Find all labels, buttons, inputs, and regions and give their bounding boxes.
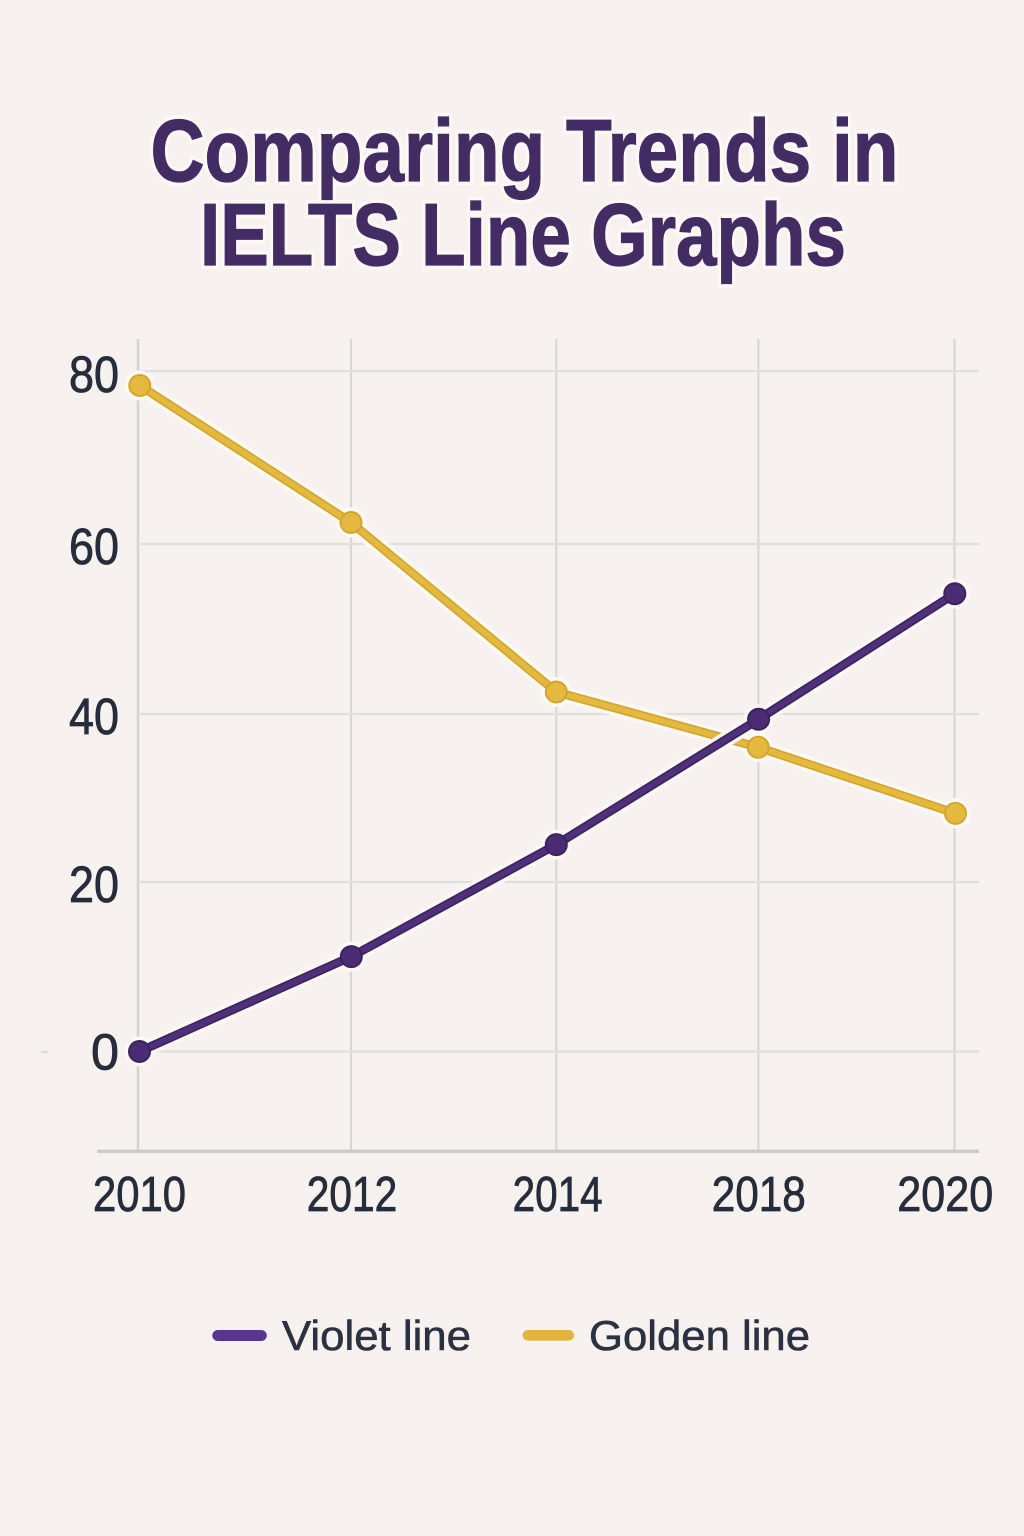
svg-text:80: 80: [69, 346, 119, 403]
svg-text:60: 60: [69, 518, 119, 575]
svg-text:IELTS Line Graphs: IELTS Line Graphs: [200, 185, 846, 284]
svg-text:2020: 2020: [897, 1168, 993, 1222]
svg-text:Violet line: Violet line: [282, 1312, 471, 1359]
svg-text:2012: 2012: [307, 1168, 398, 1222]
svg-text:2014: 2014: [513, 1168, 603, 1222]
svg-text:0: 0: [91, 1024, 119, 1081]
svg-text:Golden line: Golden line: [589, 1312, 810, 1359]
svg-text:2010: 2010: [93, 1168, 186, 1222]
svg-text:Comparing Trends in: Comparing Trends in: [151, 101, 899, 200]
svg-text:2018: 2018: [712, 1168, 806, 1222]
svg-text:20: 20: [69, 856, 119, 913]
svg-text:40: 40: [69, 688, 119, 745]
svg-text:IELTS Line Graphs: IELTS Line Graphs: [200, 185, 846, 284]
svg-text:Comparing Trends in: Comparing Trends in: [151, 101, 899, 200]
